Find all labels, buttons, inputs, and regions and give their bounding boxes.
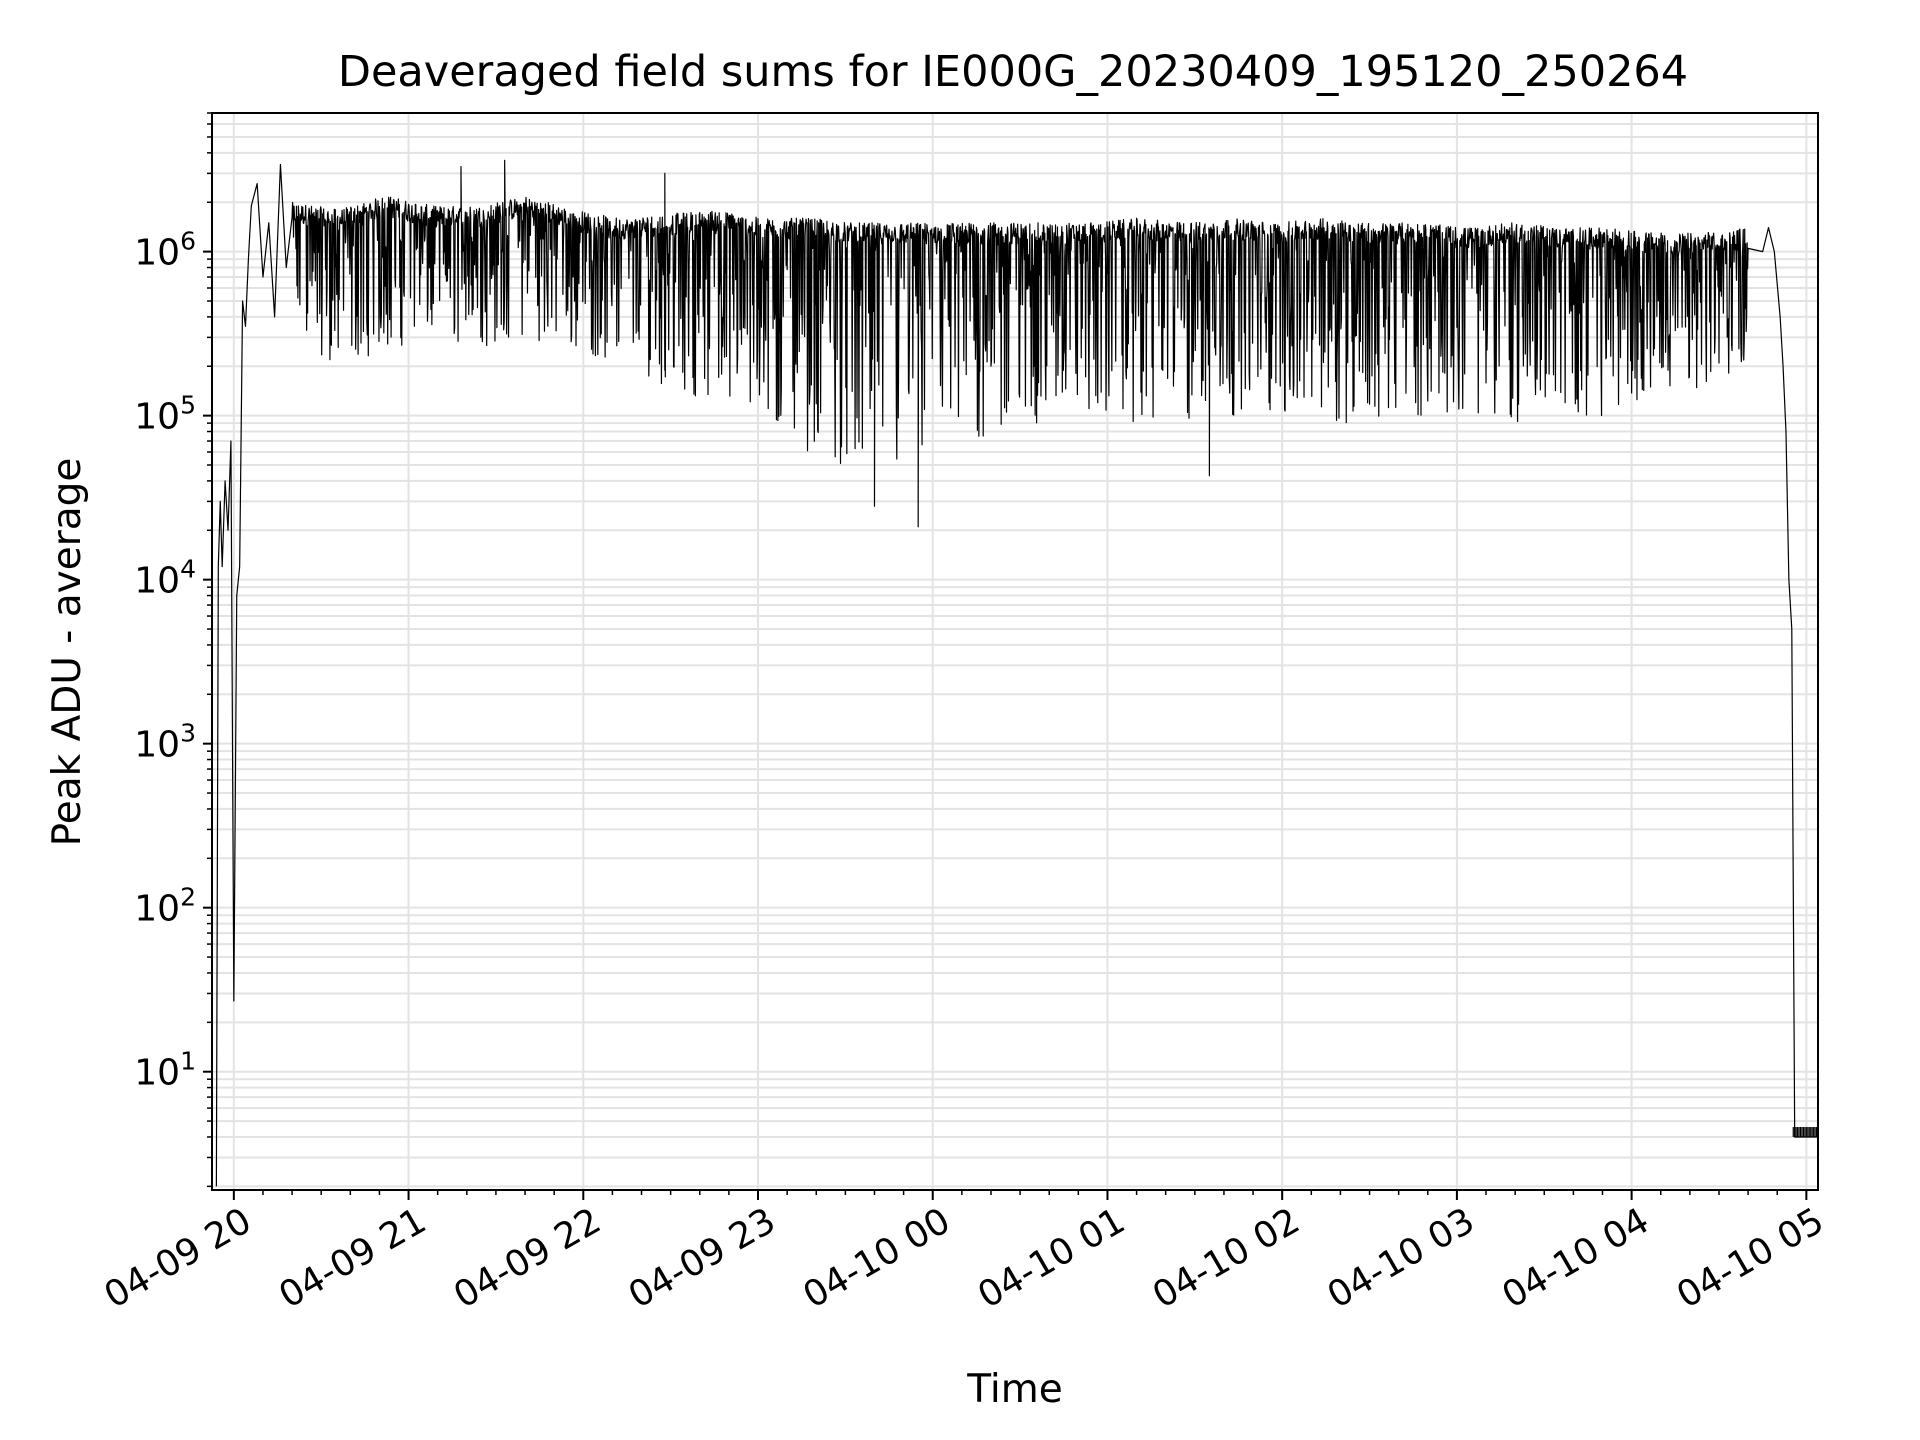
minor-gridlines (212, 112, 1818, 1188)
series-line (215, 159, 1818, 1187)
plot-area (211, 112, 1819, 1191)
x-axis-label: Time (966, 1367, 1062, 1412)
chart-title: Deaveraged field sums for IE000G_2023040… (338, 47, 1688, 97)
y-axis-label: Peak ADU - average (45, 458, 90, 847)
y-tick-label: 101 (134, 1047, 196, 1094)
plot-frame (211, 112, 1819, 1191)
series-layer (215, 159, 1818, 1187)
